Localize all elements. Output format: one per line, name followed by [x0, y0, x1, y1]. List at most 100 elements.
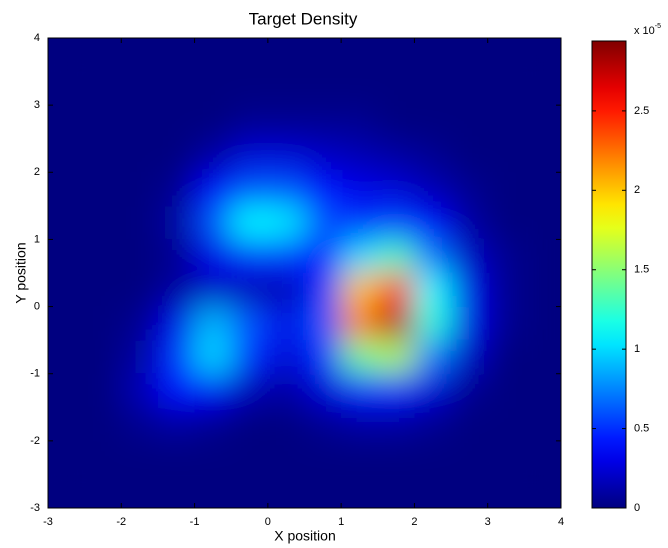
heatmap-cell	[414, 474, 452, 508]
heatmap-cell	[194, 407, 232, 442]
x-tick-label: 2	[411, 516, 417, 528]
heatmap-cell	[414, 373, 452, 408]
heatmap-cell	[48, 138, 86, 173]
x-tick-label: -1	[190, 516, 200, 528]
heatmap-cell	[194, 71, 232, 106]
heatmap-cell	[157, 340, 196, 375]
heatmap-cell	[267, 71, 305, 106]
heatmap-cell	[231, 407, 269, 442]
heatmap-cell	[84, 172, 122, 207]
heatmap-cell	[194, 474, 232, 508]
x-tick-label: 4	[558, 516, 564, 528]
heatmap-cell	[267, 273, 305, 308]
heatmap-cell	[84, 373, 122, 408]
heatmap-cell	[304, 205, 342, 240]
heatmap-cell	[48, 239, 86, 274]
heatmap-cell	[304, 440, 342, 475]
heatmap-cell	[487, 273, 525, 308]
heatmap-cell	[451, 38, 489, 73]
heatmap-cell	[451, 407, 489, 442]
heatmap-cell	[524, 407, 561, 442]
colorbar-multiplier: x 10-5	[634, 23, 661, 37]
heatmap-cell	[414, 239, 452, 274]
heatmap-cell	[377, 340, 415, 375]
heatmap-cell	[524, 373, 561, 408]
heatmap-cell	[487, 239, 525, 274]
heatmap-cell	[121, 239, 159, 274]
heatmap-cell	[231, 474, 269, 508]
colorbar-tick-label: 0.5	[634, 422, 649, 434]
heatmap-cell	[451, 306, 489, 341]
heatmap-cell	[194, 172, 232, 207]
x-tick-label: 1	[338, 516, 344, 528]
heatmap-cell	[304, 138, 342, 173]
heatmap-cell	[487, 340, 525, 375]
heatmap-cell	[341, 407, 379, 442]
colorbar-tick-label: 0	[634, 502, 640, 514]
heatmap-cell	[157, 172, 196, 207]
heatmap-cell	[341, 239, 379, 274]
heatmap-cell	[267, 239, 305, 274]
heatmap-cell	[48, 407, 86, 442]
y-tick-label: 1	[34, 233, 40, 245]
heatmap-cell	[524, 440, 561, 475]
colorbar-tick-label: 2	[634, 184, 640, 196]
heatmap-cell	[194, 138, 232, 173]
heatmap-cell	[377, 239, 415, 274]
heatmap-cell	[451, 474, 489, 508]
heatmap-cell	[414, 306, 452, 341]
heatmap-cell	[48, 205, 86, 240]
heatmap-cell	[48, 105, 86, 140]
heatmap-cell	[48, 340, 86, 375]
heatmap-cell	[414, 407, 452, 442]
heatmap-cell	[267, 306, 305, 341]
heatmap-cell	[487, 306, 525, 341]
chart-title: Target Density	[249, 9, 358, 28]
heatmap-cell	[414, 273, 452, 308]
heatmap-cell	[231, 440, 269, 475]
heatmap-cell	[84, 71, 122, 106]
heatmap-cell	[414, 38, 452, 73]
multiplier-exponent: -5	[655, 23, 661, 30]
heatmap-cell	[377, 105, 415, 140]
colorbar	[591, 40, 627, 509]
heatmap-cell	[487, 38, 525, 73]
heatmap-cell	[487, 373, 525, 408]
heatmap-cell	[451, 71, 489, 106]
heatmap-cell	[194, 440, 232, 475]
heatmap-cell	[48, 273, 86, 308]
heatmap-cell	[451, 105, 489, 140]
heatmap-cell	[377, 440, 415, 475]
heatmap-cell	[451, 373, 489, 408]
y-tick-label: 4	[34, 32, 40, 44]
heatmap-cell	[487, 172, 525, 207]
heatmap-cell	[157, 105, 196, 140]
heatmap-cell	[524, 172, 561, 207]
heatmap-cell	[524, 474, 561, 508]
heatmap-cell	[121, 205, 159, 240]
heatmap-cell	[121, 407, 159, 442]
heatmap-cell	[267, 373, 305, 408]
heatmap-cell	[377, 138, 415, 173]
heatmap-cell	[267, 407, 305, 442]
heatmap-cell	[524, 340, 561, 375]
heatmap-cell	[48, 38, 86, 73]
heatmap-cell	[487, 440, 525, 475]
heatmap-cell	[487, 138, 525, 173]
heatmap-cell	[304, 407, 342, 442]
x-axis-label: X position	[274, 528, 335, 544]
y-tick-label: -3	[30, 502, 40, 514]
heatmap-cell	[231, 340, 269, 375]
heatmap-cell	[194, 306, 232, 341]
heatmap-cell	[157, 474, 196, 508]
heatmap-cell	[194, 340, 232, 375]
heatmap-cell	[304, 306, 342, 341]
heatmap-cell	[524, 205, 561, 240]
heatmap-cell	[194, 373, 232, 408]
heatmap-cell	[304, 239, 342, 274]
heatmap-cell	[524, 239, 561, 274]
heatmap-cell	[194, 239, 232, 274]
heatmap-cell	[377, 172, 415, 207]
heatmap-cell	[157, 440, 196, 475]
heatmap-cell	[487, 407, 525, 442]
